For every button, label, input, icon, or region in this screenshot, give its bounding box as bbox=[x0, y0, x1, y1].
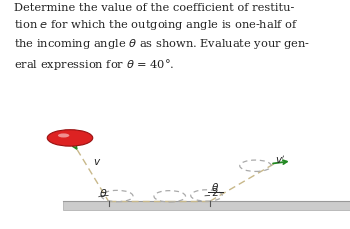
Circle shape bbox=[47, 130, 93, 147]
Bar bbox=[63, 201, 350, 210]
Text: $2$: $2$ bbox=[211, 185, 219, 197]
Text: $v'$: $v'$ bbox=[275, 153, 285, 165]
Text: $\theta$: $\theta$ bbox=[211, 180, 219, 192]
Circle shape bbox=[58, 134, 69, 138]
Text: $v$: $v$ bbox=[93, 156, 101, 166]
Text: Determine the value of the coefficient of restitu-
tion $e$ for which the outgoi: Determine the value of the coefficient o… bbox=[14, 3, 310, 71]
Text: $\theta$: $\theta$ bbox=[99, 186, 108, 198]
